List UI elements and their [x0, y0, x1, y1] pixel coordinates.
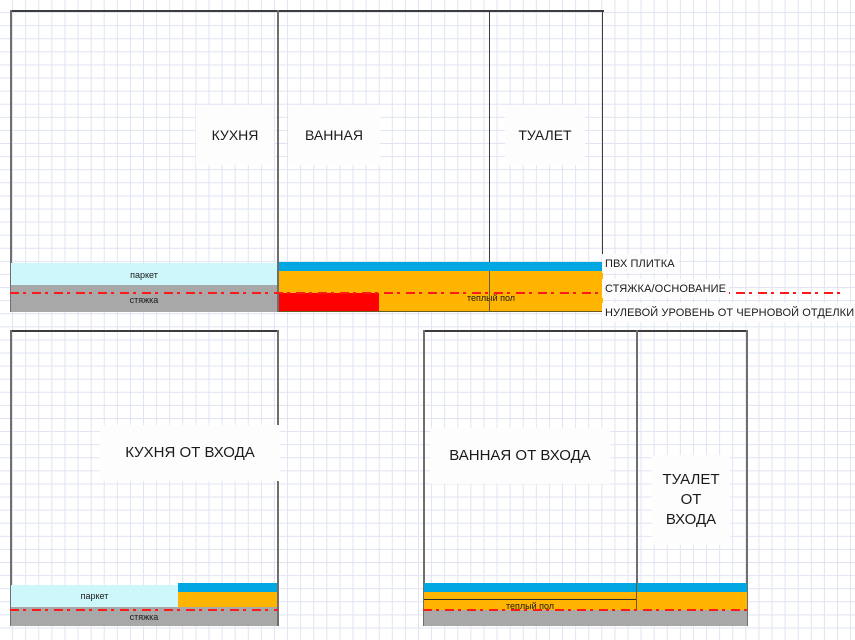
bottom-right-room-label-toilet: ТУАЛЕТ ОТ ВХОДА — [652, 455, 730, 545]
callout-text: СТЯЖКА/ОСНОВАНИЕ — [605, 282, 727, 295]
room-label-line-1: ТУАЛЕТ — [662, 470, 720, 488]
bottom-left-screed-label: стяжка — [129, 612, 159, 622]
top-view-outer-top-wall — [10, 10, 604, 12]
bottom-right-warm-floor-top-edge — [424, 599, 636, 600]
bottom-left-screed-layer — [11, 607, 277, 626]
bottom-right-zero-level-line — [423, 609, 747, 611]
room-label-text: ТУАЛЕТ — [518, 126, 572, 143]
top-view-band-bottom-edge — [279, 311, 603, 312]
room-label-line-2: ОТ — [680, 490, 702, 508]
bottom-right-left-wall — [423, 330, 425, 626]
room-label-line-3: ВХОДА — [665, 511, 717, 529]
top-view-room-label-toilet: ТУАЛЕТ — [505, 105, 585, 165]
top-view-parquet-layer — [11, 263, 277, 285]
bottom-right-band-divider — [636, 583, 637, 610]
top-view-zero-level-line — [10, 292, 846, 294]
room-label-text: ВАННАЯ — [305, 126, 363, 143]
bottom-left-zero-level-line — [10, 609, 278, 611]
top-view-right-wall — [602, 10, 603, 312]
callout-text: НУЛЕВОЙ УРОВЕНЬ ОТ ЧЕРНОВОЙ ОТДЕЛКИ — [605, 306, 855, 319]
bottom-left-top-wall — [10, 330, 279, 332]
top-view-pvc-tile-layer — [279, 262, 603, 271]
top-view-left-wall — [10, 10, 12, 312]
bottom-left-parquet-label: паркет — [80, 591, 109, 601]
callout-pvc-tile: ПВХ ПЛИТКА — [602, 254, 678, 273]
room-label-text: ВАННАЯ ОТ ВХОДА — [449, 446, 591, 464]
callout-screed-base: СТЯЖКА/ОСНОВАНИЕ — [602, 279, 730, 298]
bottom-left-pvc-tile-layer — [178, 583, 277, 592]
bottom-right-screed-base-layer — [424, 592, 747, 610]
bottom-left-screed-base-layer — [178, 592, 277, 607]
top-view-parquet-label: паркет — [130, 270, 158, 280]
top-view-screed-label: стяжка — [129, 295, 159, 305]
room-label-text: КУХНЯ ОТ ВХОДА — [125, 443, 255, 461]
bottom-left-parquet-layer — [11, 585, 178, 607]
top-view-room-label-kitchen: КУХНЯ — [196, 105, 274, 165]
bottom-right-right-wall — [746, 330, 748, 626]
top-view-wall-kitchen-bathroom — [277, 10, 279, 312]
callout-text: ПВХ ПЛИТКА — [605, 257, 675, 270]
top-view-wall-bathroom-toilet — [489, 10, 490, 312]
room-label-text: КУХНЯ — [211, 126, 259, 143]
callout-zero-level: НУЛЕВОЙ УРОВЕНЬ ОТ ЧЕРНОВОЙ ОТДЕЛКИ — [602, 303, 855, 322]
bottom-left-room-label-kitchen: КУХНЯ ОТ ВХОДА — [100, 425, 280, 481]
top-view-warm-floor-layer — [279, 293, 379, 312]
top-view-room-label-bathroom: ВАННАЯ — [288, 105, 380, 165]
bottom-right-pvc-tile-layer — [424, 583, 747, 592]
bottom-left-left-wall — [10, 330, 12, 626]
top-view-screed-layer — [11, 285, 277, 312]
bottom-right-screed-layer — [424, 610, 747, 626]
top-view-warm-floor-label: теплый пол — [466, 293, 516, 303]
bottom-right-room-label-bathroom: ВАННАЯ ОТ ВХОДА — [430, 428, 610, 484]
bottom-right-warm-floor-label: теплый пол — [505, 601, 555, 611]
top-view-band-divider-toilet — [489, 271, 490, 312]
bottom-right-divider-wall — [636, 330, 638, 626]
bottom-right-top-wall — [423, 330, 748, 332]
